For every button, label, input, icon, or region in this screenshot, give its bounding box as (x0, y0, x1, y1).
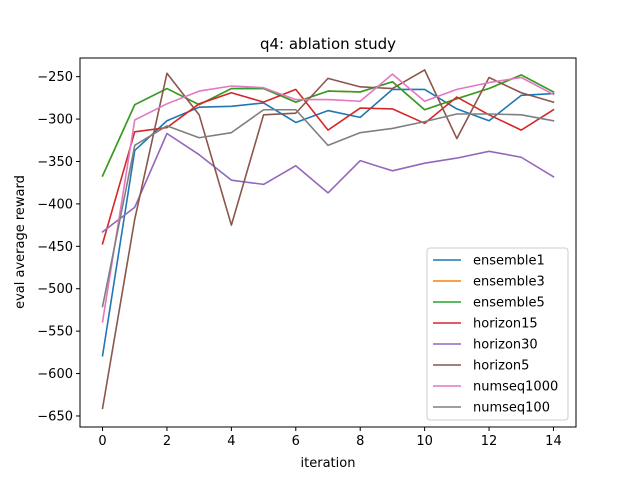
y-tick-label: −600 (37, 367, 73, 382)
y-tick-label: −400 (37, 197, 73, 212)
legend: ensemble1 ensemble3 ensemble5 horizon15 hori… (426, 247, 569, 421)
series-line-horizon30 (101, 132, 555, 234)
y-tick-label: −350 (37, 155, 73, 170)
series-line-horizon5 (101, 69, 555, 410)
axes-frame (79, 57, 577, 428)
x-tick-label: 4 (227, 434, 235, 449)
x-tick-label: 6 (292, 434, 300, 449)
legend-label-horizon30: horizon30 (473, 338, 538, 353)
x-axis-label: iteration (301, 456, 356, 471)
chart-title: q4: ablation study (260, 35, 396, 53)
series-line-horizon15 (101, 88, 555, 245)
legend-label-ensemble5: ensemble5 (473, 296, 545, 311)
y-tick-label: −500 (37, 282, 73, 297)
y-tick-label: −300 (37, 113, 73, 128)
x-tick-label: 2 (163, 434, 171, 449)
y-tick-label: −650 (37, 409, 73, 424)
y-axis-ticks: −650 −600 −550 −500 −450 −400 −350 −300 −250 (37, 70, 80, 424)
x-tick-label: 10 (416, 434, 433, 449)
x-axis-ticks: 0 2 4 6 8 10 12 14 (98, 427, 562, 449)
x-tick-label: 8 (356, 434, 364, 449)
series-line-ensemble5 (101, 74, 555, 177)
x-tick-label: 12 (481, 434, 498, 449)
legend-label-ensemble3: ensemble3 (473, 275, 545, 290)
legend-label-horizon15: horizon15 (473, 317, 538, 332)
series-line-ensemble1 (101, 88, 555, 357)
series-line-numseq100 (101, 108, 555, 308)
y-axis-label: eval average reward (13, 175, 28, 309)
y-tick-label: −250 (37, 70, 73, 85)
series-line-numseq1000 (101, 73, 555, 323)
series-layer (101, 69, 555, 410)
legend-label-numseq100: numseq100 (473, 401, 550, 416)
x-tick-label: 14 (545, 434, 562, 449)
plot-area (79, 57, 577, 428)
x-tick-label: 0 (98, 434, 106, 449)
y-tick-label: −550 (37, 325, 73, 340)
legend-entries: ensemble1 ensemble3 ensemble5 horizon15 hori… (433, 254, 558, 416)
legend-box (426, 247, 569, 421)
y-tick-label: −450 (37, 240, 73, 255)
legend-label-horizon5: horizon5 (473, 359, 529, 374)
legend-label-numseq1000: numseq1000 (473, 380, 558, 395)
legend-label-ensemble1: ensemble1 (473, 254, 545, 269)
